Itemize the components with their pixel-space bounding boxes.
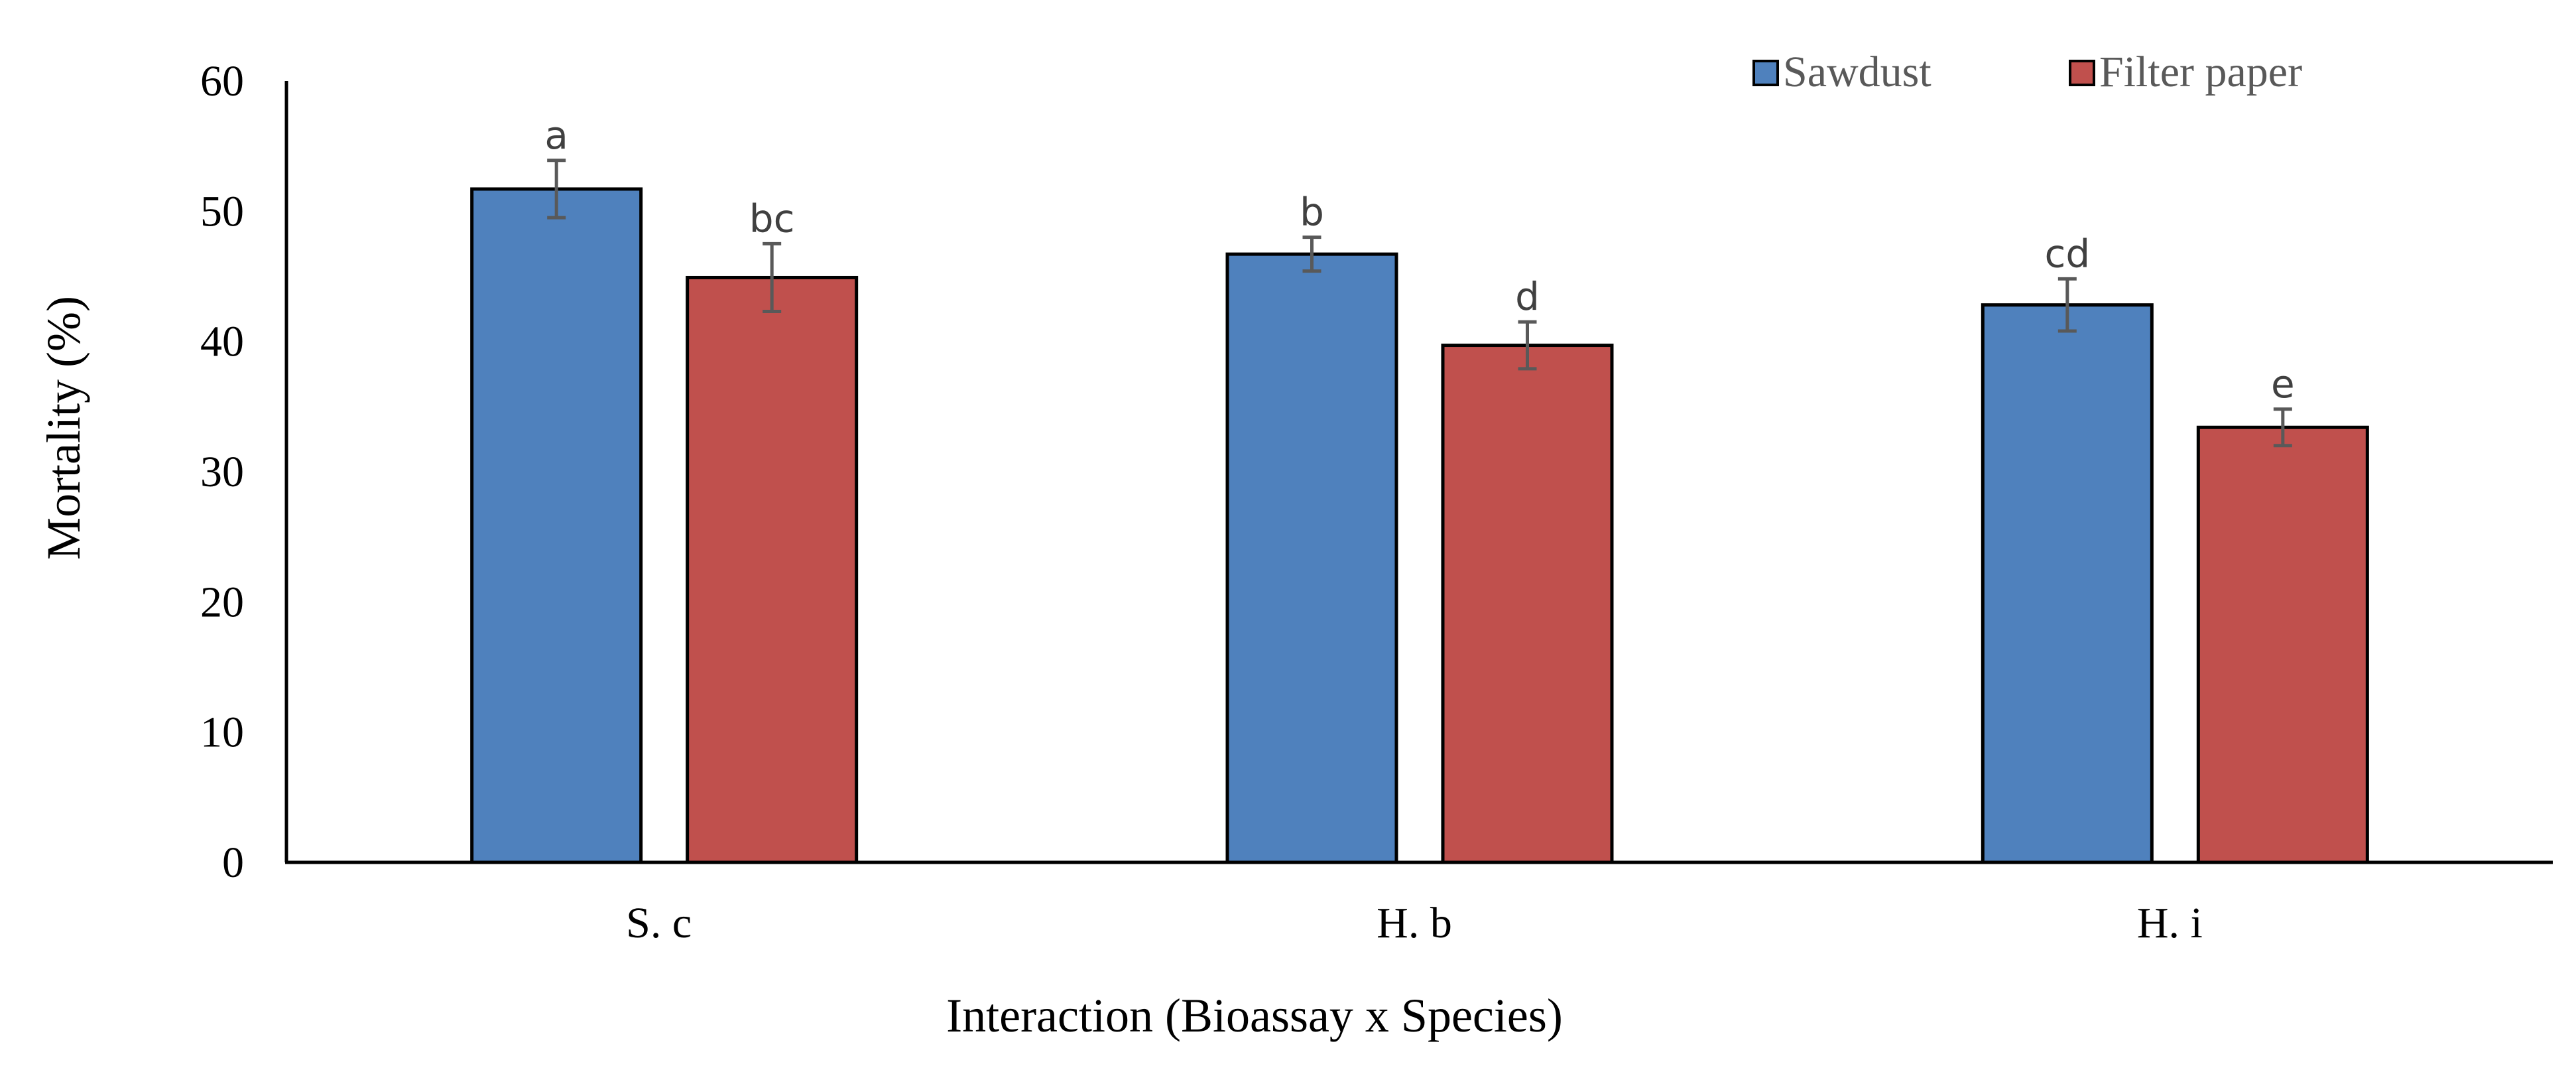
bar-sawdust-1 (1225, 252, 1398, 864)
y-tick-label: 40 (200, 318, 244, 366)
legend-item-sawdust: Sawdust (1752, 48, 1932, 96)
y-tick-labels: 0 10 20 30 40 50 60 (200, 57, 244, 887)
significance-label: a (544, 113, 568, 158)
bar-sawdust-2 (1981, 303, 2154, 864)
bars-layer (470, 187, 2369, 864)
legend-item-filter-paper: Filter paper (2069, 48, 2302, 96)
significance-label: cd (2044, 231, 2090, 276)
legend: Sawdust Filter paper (1752, 48, 2302, 96)
y-tick-label: 60 (200, 57, 244, 105)
significance-label: d (1515, 274, 1540, 319)
significance-labels-layer: a bc b d cd e (544, 113, 2294, 407)
y-tick-label: 20 (200, 578, 244, 626)
bar-filter-paper-0 (686, 275, 859, 864)
y-tick-label: 0 (222, 838, 244, 887)
legend-label: Filter paper (2099, 48, 2302, 96)
bar-sawdust-0 (470, 187, 643, 864)
x-tick-labels: S. c H. b H. i (626, 899, 2203, 947)
bar-filter-paper-2 (2196, 425, 2369, 864)
legend-label: Sawdust (1783, 48, 1932, 96)
legend-swatch (1752, 60, 1779, 86)
bar-filter-paper-1 (1441, 344, 1614, 864)
x-tick-label: H. i (2137, 899, 2203, 947)
x-tick-label: H. b (1377, 899, 1452, 947)
significance-label: b (1300, 190, 1324, 235)
x-axis-title: Interaction (Bioassay x Species) (946, 989, 1563, 1042)
y-tick-label: 10 (200, 708, 244, 757)
significance-label: e (2271, 362, 2295, 407)
significance-label: bc (749, 196, 795, 241)
error-bars-layer (547, 159, 2292, 448)
y-tick-label: 30 (200, 448, 244, 496)
x-tick-label: S. c (626, 899, 692, 947)
y-tick-label: 50 (200, 187, 244, 235)
axes-layer (284, 81, 2553, 864)
y-axis-title: Mortality (%) (37, 296, 90, 560)
legend-swatch (2069, 60, 2095, 86)
